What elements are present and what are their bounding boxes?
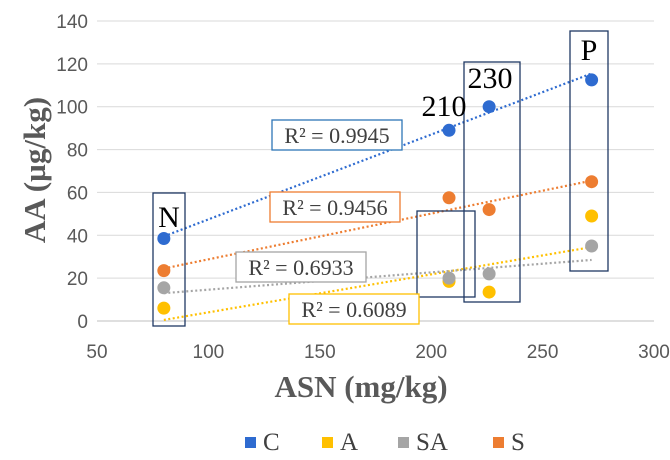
group-box-2	[464, 62, 520, 302]
r2-label-s: R² = 0.9456	[282, 195, 387, 220]
point-sa	[157, 281, 170, 294]
group-boxes	[153, 31, 608, 326]
group-label: 230	[468, 62, 513, 95]
legend-marker-sa	[398, 437, 409, 448]
y-tick-label: 60	[67, 183, 88, 204]
y-tick-label: 140	[56, 12, 88, 33]
legend-marker-a	[322, 437, 333, 448]
group-label: P	[581, 34, 598, 67]
legend: C A SA S	[245, 429, 525, 456]
r2-label-sa: R² = 0.6933	[248, 255, 353, 280]
y-tick-label: 120	[56, 55, 88, 76]
x-tick-label: 100	[193, 342, 225, 363]
trendline-sa	[164, 260, 592, 293]
legend-label: A	[340, 429, 358, 456]
x-tick-label: 150	[304, 342, 336, 363]
point-a	[157, 302, 170, 315]
point-a	[585, 210, 598, 223]
point-a	[483, 286, 496, 299]
y-tick-label: 80	[67, 141, 88, 162]
group-label: 210	[422, 90, 467, 123]
y-tick-label: 40	[67, 226, 88, 247]
point-c	[483, 100, 496, 113]
y-tick-labels: 0 20 40 60 80 100 120 140	[56, 12, 88, 333]
legend-marker-s	[493, 437, 504, 448]
y-tick-label: 0	[77, 312, 88, 333]
x-tick-label: 200	[415, 342, 447, 363]
point-sa	[443, 272, 456, 285]
point-sa	[483, 267, 496, 280]
point-s	[585, 175, 598, 188]
x-axis-title: ASN (mg/kg)	[274, 369, 447, 404]
legend-marker-c	[245, 437, 256, 448]
point-s	[157, 264, 170, 277]
point-c	[443, 124, 456, 137]
x-tick-labels: 50 100 150 200 250 300	[86, 342, 669, 363]
r2-labels: R² = 0.9945 R² = 0.6089 R² = 0.6933 R² = 0.…	[236, 120, 419, 324]
x-tick-label: 300	[638, 342, 670, 363]
y-tick-label: 100	[56, 98, 88, 119]
legend-label: C	[263, 429, 280, 456]
legend-label: S	[511, 429, 525, 456]
y-axis-title: AA (µg/kg)	[17, 97, 52, 243]
x-tick-label: 250	[527, 342, 559, 363]
point-s	[443, 191, 456, 204]
group-label: N	[158, 201, 180, 234]
x-tick-label: 50	[86, 342, 107, 363]
legend-label: SA	[416, 429, 448, 456]
point-sa	[585, 240, 598, 253]
r2-label-a: R² = 0.6089	[301, 297, 406, 322]
r2-label-c: R² = 0.9945	[284, 123, 389, 148]
point-c	[585, 73, 598, 86]
y-tick-label: 20	[67, 269, 88, 290]
point-s	[483, 203, 496, 216]
